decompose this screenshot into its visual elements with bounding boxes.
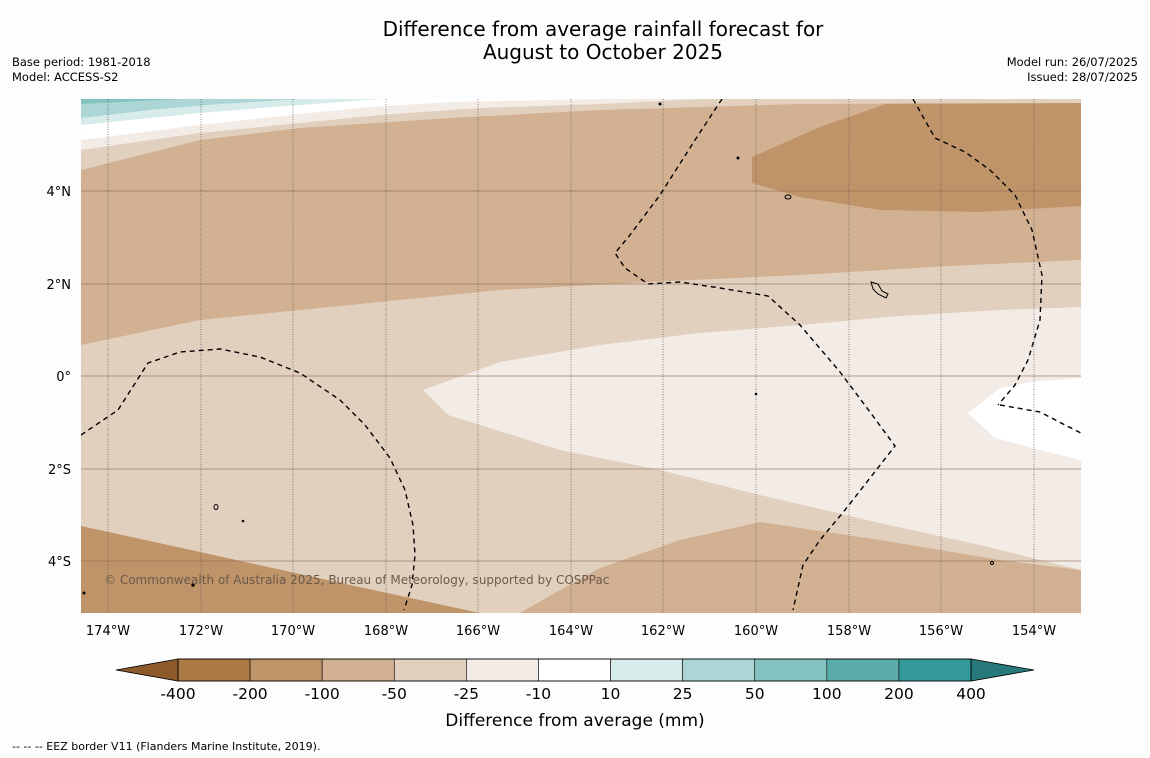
lon-label: 160°W xyxy=(734,624,778,639)
colorbar-tick-label: 25 xyxy=(673,685,693,703)
model-run: Model run: 26/07/2025 xyxy=(1006,55,1138,69)
colorbar-segment xyxy=(249,658,323,682)
colorbar-segment xyxy=(177,658,251,682)
islands xyxy=(82,102,994,595)
eez-border-east xyxy=(912,99,1043,406)
meta-left: Base period: 1981-2018 Model: ACCESS-S2 xyxy=(12,55,151,85)
lon-label: 168°W xyxy=(364,624,408,639)
colorbar-tick-label: 100 xyxy=(812,685,842,703)
colorbar-tick-label: -100 xyxy=(305,685,340,703)
lon-label: 166°W xyxy=(456,624,500,639)
colorbar-segment xyxy=(538,658,611,682)
lat-label: 2°S xyxy=(48,463,71,478)
lat-label: 4°N xyxy=(47,185,72,200)
eez-border-central xyxy=(614,99,896,611)
colorbar-tick-label: -50 xyxy=(382,685,407,703)
lon-label: 158°W xyxy=(827,624,871,639)
colorbar-extend-high xyxy=(970,658,1035,682)
colorbar-segment xyxy=(610,658,683,682)
colorbar-segment xyxy=(826,658,900,682)
band-plus-50-north xyxy=(81,99,180,104)
lon-label: 164°W xyxy=(549,624,593,639)
meta-right: Model run: 26/07/2025 Issued: 28/07/2025 xyxy=(1007,55,1138,85)
title-line-1: Difference from average rainfall forecas… xyxy=(382,17,824,41)
issued-date: Issued: 28/07/2025 xyxy=(1027,70,1138,84)
colorbar-title: Difference from average (mm) xyxy=(445,711,704,731)
chart-title: Difference from average rainfall forecas… xyxy=(0,18,1150,64)
colorbar-segment xyxy=(321,658,395,682)
colorbar-outline xyxy=(177,658,972,682)
eez-border-west xyxy=(81,348,416,611)
colorbar-segment xyxy=(754,658,828,682)
copyright-notice: © Commonwealth of Australia 2025, Bureau… xyxy=(104,573,609,587)
longitude-gridlines xyxy=(107,99,1035,613)
lon-label: 172°W xyxy=(179,624,223,639)
colorbar-tick-label: -25 xyxy=(454,685,479,703)
eez-borders xyxy=(81,99,1081,611)
latitude-labels: 4°N 2°N 0° 2°S 4°S xyxy=(47,185,72,570)
model-name: Model: ACCESS-S2 xyxy=(12,70,119,84)
band-plus-25-north xyxy=(81,99,300,118)
colorbar: -400 -200 -100 -50 -25 -10 10 25 50 100 200 400 Dif… xyxy=(115,658,1035,731)
colorbar-segment xyxy=(898,658,972,682)
colorbar-tick-label: 200 xyxy=(884,685,914,703)
base-period: Base period: 1981-2018 xyxy=(12,55,151,69)
lat-label: 4°S xyxy=(48,555,71,570)
map-area xyxy=(81,99,1081,613)
lon-label: 156°W xyxy=(919,624,963,639)
colorbar-tick-label: 400 xyxy=(956,685,986,703)
colorbar-segment xyxy=(682,658,756,682)
latitude-gridlines xyxy=(81,190,1081,562)
colorbar-tick-label: -200 xyxy=(232,685,267,703)
colorbar-tick-label: 50 xyxy=(745,685,765,703)
band-minus-25-inner xyxy=(423,307,1081,570)
eez-footnote: -- -- -- EEZ border V11 (Flanders Marine… xyxy=(12,740,321,753)
lat-label: 2°N xyxy=(47,278,72,293)
lat-label: 0° xyxy=(56,370,71,385)
lon-label: 162°W xyxy=(641,624,685,639)
colorbar-tick-label: 10 xyxy=(601,685,621,703)
longitude-labels: 174°W 172°W 170°W 168°W 166°W 164°W 162°… xyxy=(86,624,1056,639)
band-neutral-east xyxy=(968,378,1081,460)
colorbar-tick-label: -10 xyxy=(526,685,551,703)
lon-label: 174°W xyxy=(86,624,130,639)
lon-label: 154°W xyxy=(1012,624,1056,639)
lon-label: 170°W xyxy=(271,624,315,639)
colorbar-tick-label: -400 xyxy=(160,685,195,703)
colorbar-extend-low xyxy=(115,658,179,682)
colorbar-segment xyxy=(466,658,539,682)
band-minus-200-north xyxy=(752,99,1081,212)
title-line-2: August to October 2025 xyxy=(482,40,724,64)
colorbar-segment xyxy=(393,658,467,682)
eez-border-east-inner xyxy=(999,404,1081,434)
